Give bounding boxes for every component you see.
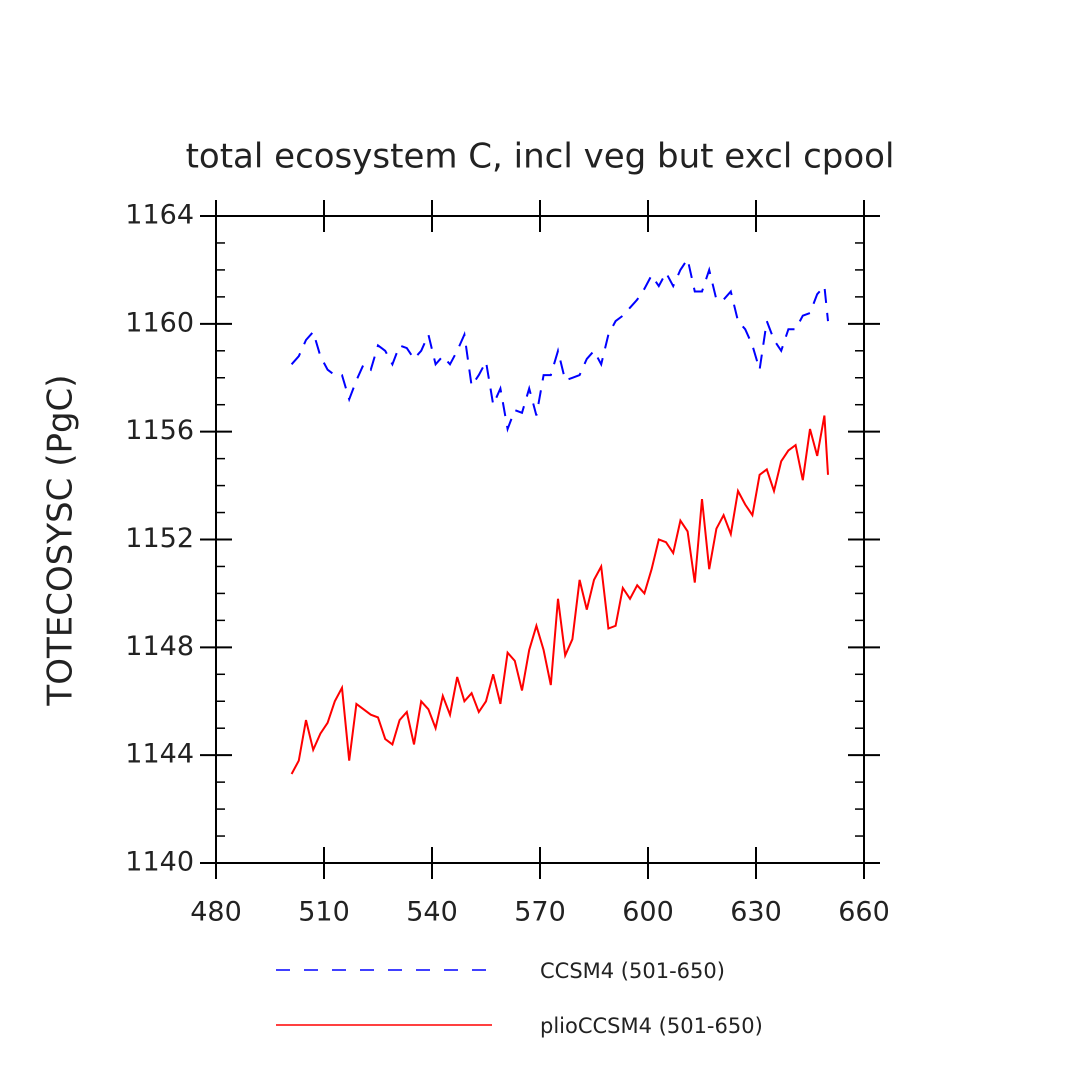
y-axis-label: TOTECOSYSC (PgC) [41, 374, 81, 706]
y-tick-label: 1156 [125, 415, 194, 446]
legend-label: CCSM4 (501-650) [540, 959, 725, 983]
data-line [290, 415, 829, 775]
x-tick-label: 540 [406, 897, 458, 928]
x-tick-label: 510 [298, 897, 350, 928]
x-tick-label: 570 [514, 897, 566, 928]
y-tick-label: 1152 [125, 523, 194, 554]
x-tick-label: 480 [190, 897, 242, 928]
y-tick-label: 1164 [125, 200, 194, 231]
y-tick-label: 1144 [125, 739, 194, 770]
y-tick-label: 1140 [125, 847, 194, 878]
chart-title: total ecosystem C, incl veg but excl cpo… [186, 137, 895, 177]
x-tick-label: 600 [622, 897, 674, 928]
x-tick-label: 630 [730, 897, 782, 928]
legend-label: plioCCSM4 (501-650) [540, 1014, 763, 1038]
y-tick-label: 1148 [125, 631, 194, 662]
y-tick-label: 1160 [125, 307, 194, 338]
x-tick-label: 660 [838, 897, 890, 928]
data-line [290, 256, 829, 433]
